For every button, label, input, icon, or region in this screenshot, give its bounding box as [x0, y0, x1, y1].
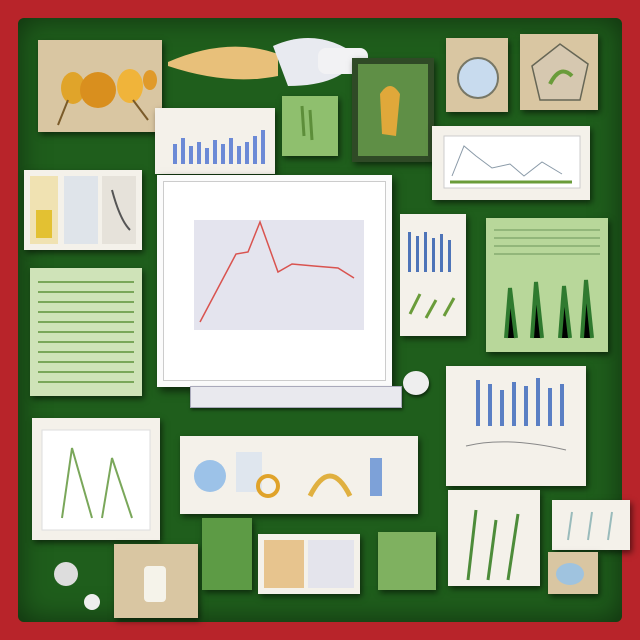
green-note-card — [282, 96, 338, 156]
grain-illustration — [168, 26, 380, 96]
tools-illustration — [44, 546, 108, 612]
plant-sketch-card — [448, 490, 540, 586]
plant-diagram-card — [32, 418, 160, 540]
line-chart-paper — [432, 126, 590, 200]
jar-card — [114, 544, 198, 618]
specimen-sheet-card — [552, 500, 630, 550]
mouse — [403, 371, 429, 395]
bar-sheet-card — [400, 214, 466, 336]
keyboard — [190, 386, 402, 408]
data-sheet-card — [30, 268, 142, 396]
pod-card — [548, 552, 598, 594]
seed-specimen-card — [446, 38, 508, 112]
plot-area — [194, 220, 364, 330]
main-line-chart — [194, 219, 364, 330]
pod-drawing-card — [352, 58, 434, 162]
data-line — [199, 219, 355, 323]
seedling-card — [378, 532, 436, 590]
leaf-card — [202, 518, 252, 590]
bar-chart-paper — [155, 108, 275, 174]
seed-pods-card — [38, 40, 162, 132]
histogram-sheet-card — [446, 366, 586, 486]
test-tubes-card — [24, 170, 142, 250]
plant-poster-card — [486, 218, 608, 352]
monitor — [157, 175, 392, 387]
monitor-screen — [163, 181, 386, 381]
leaf-specimen-card — [520, 34, 598, 110]
lab-equipment-card — [180, 436, 418, 514]
notebook-card — [258, 534, 360, 594]
